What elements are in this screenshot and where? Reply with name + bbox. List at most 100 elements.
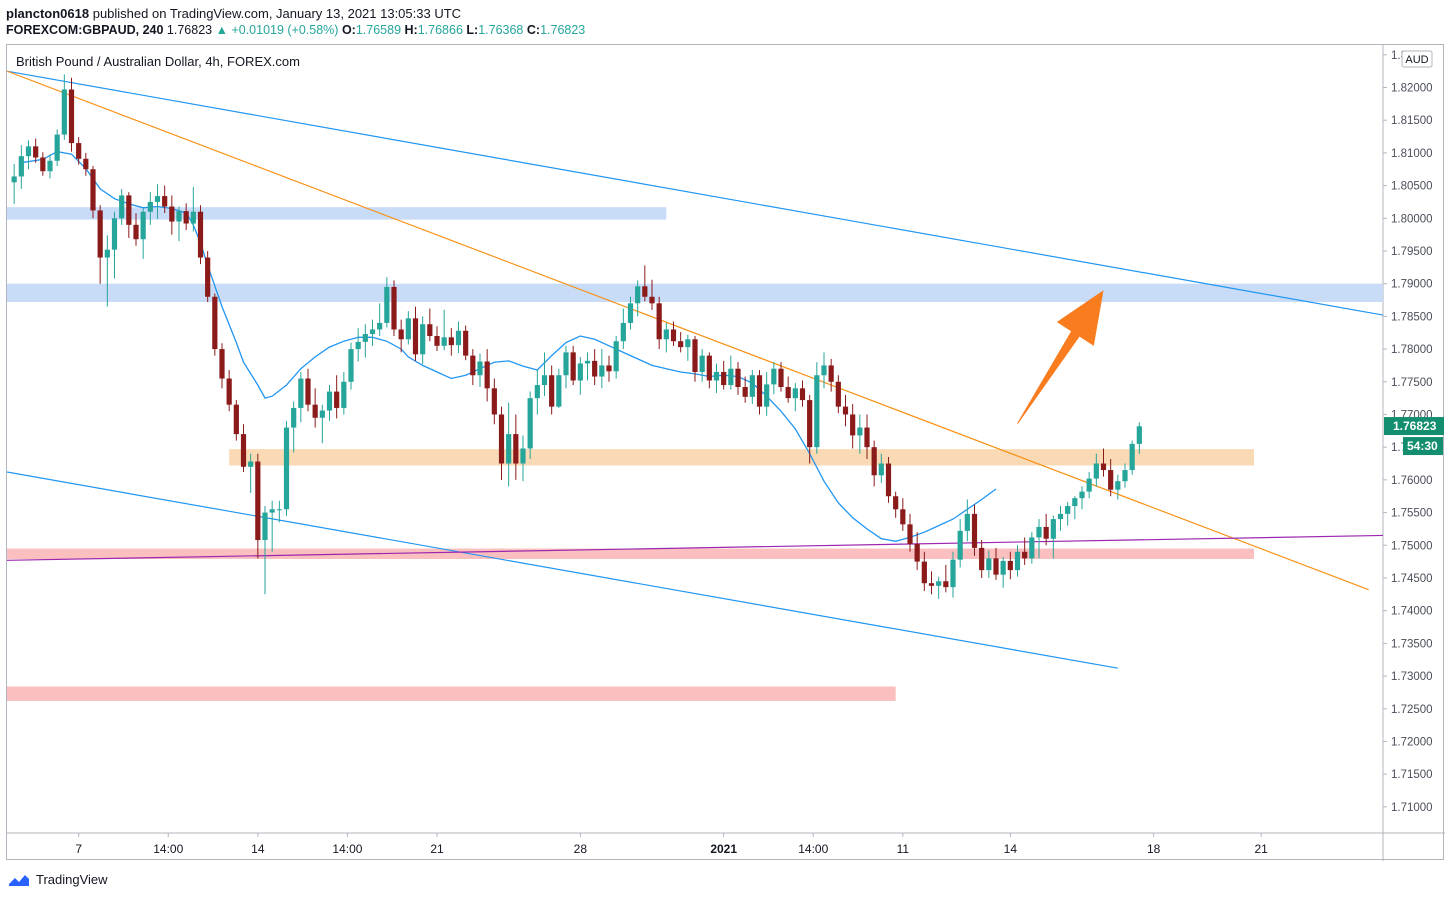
- candle-body: [527, 398, 533, 449]
- bear-candle: [226, 370, 232, 412]
- candle-body: [384, 286, 390, 323]
- candle-body: [298, 378, 304, 408]
- candle-body: [262, 512, 268, 541]
- bear-candle: [778, 362, 784, 392]
- high-value: 1.76866: [417, 23, 463, 37]
- bear-candle: [678, 332, 684, 353]
- candle-body: [25, 146, 32, 157]
- candle-body: [1079, 491, 1085, 499]
- bull-candle: [369, 319, 376, 346]
- bull-candle: [563, 345, 569, 389]
- bull-candle: [1115, 474, 1121, 500]
- candle-body: [1122, 470, 1128, 482]
- tradingview-footer[interactable]: TradingView: [8, 872, 108, 887]
- bullish-arrow: [1017, 290, 1104, 424]
- symbol-name[interactable]: FOREXCOM:GBPAUD, 240: [6, 23, 164, 37]
- candle-body: [599, 365, 605, 377]
- bull-candle: [455, 321, 462, 354]
- bull-candle: [1093, 453, 1099, 487]
- x-tick-label: 21: [1254, 842, 1268, 856]
- candle-body: [455, 330, 462, 346]
- candle-body: [1057, 513, 1064, 520]
- candle-body: [1007, 560, 1013, 571]
- candle-body: [470, 355, 476, 376]
- y-tick-label: 1.81000: [1391, 148, 1433, 160]
- bull-candle: [262, 506, 268, 595]
- bull-candle: [1065, 502, 1071, 526]
- bull-candle: [986, 550, 992, 578]
- candle-body: [76, 143, 82, 159]
- bear-candle: [1007, 551, 1013, 580]
- candle-body: [169, 206, 175, 222]
- price-chart[interactable]: 1.825001.820001.815001.810001.805001.800…: [7, 45, 1445, 861]
- bear-candle: [205, 250, 211, 302]
- candle-body: [119, 195, 125, 219]
- zone-blue-1: [7, 283, 1383, 302]
- candle-body: [850, 414, 856, 436]
- candle-body: [463, 330, 469, 356]
- bull-candle: [25, 140, 32, 170]
- candle-body: [1029, 537, 1035, 559]
- candle-body: [154, 196, 161, 202]
- candle-body: [900, 509, 906, 525]
- candle-body: [649, 296, 655, 304]
- bull-candle: [1072, 496, 1078, 520]
- y-tick-label: 1.81500: [1391, 115, 1433, 127]
- bear-candle: [1100, 448, 1107, 477]
- candle-body: [133, 224, 139, 240]
- candle-body: [212, 296, 218, 350]
- bull-candle: [950, 551, 956, 598]
- bull-candle: [1086, 472, 1092, 499]
- bear-candle: [979, 540, 985, 578]
- bear-candle: [742, 376, 748, 403]
- bear-candle: [864, 414, 870, 459]
- bull-candle: [713, 363, 720, 393]
- price-change: ▲ +0.01019 (+0.58%): [215, 23, 339, 37]
- bear-candle: [133, 213, 139, 246]
- y-tick-label: 1.76000: [1391, 475, 1433, 487]
- candle-body: [54, 134, 60, 161]
- bull-candle: [384, 277, 390, 328]
- current-price-label: 1.76823: [1393, 419, 1437, 433]
- bear-candle: [97, 205, 103, 284]
- currency-box[interactable]: [1401, 50, 1433, 68]
- candle-body: [986, 558, 992, 571]
- bear-candle: [921, 551, 927, 592]
- bear-candle: [334, 375, 340, 419]
- bear-candle: [162, 185, 168, 214]
- candle-body: [943, 581, 949, 588]
- candle-body: [506, 434, 512, 464]
- bull-candle: [620, 308, 626, 350]
- bear-candle: [126, 192, 132, 238]
- candle-body: [111, 218, 118, 250]
- bull-candle: [1079, 486, 1085, 510]
- countdown-badge: [1403, 437, 1443, 456]
- candle-body: [764, 384, 770, 407]
- bull-candle: [11, 164, 17, 204]
- bull-candle: [627, 296, 634, 330]
- publisher-username[interactable]: plancton0618: [6, 6, 90, 21]
- candle-body: [613, 341, 619, 372]
- candle-body: [1100, 463, 1107, 471]
- bull-candle: [685, 334, 691, 361]
- candle-body: [1136, 426, 1142, 444]
- candle-body: [513, 434, 519, 464]
- candle-body: [183, 211, 189, 224]
- bull-candle: [541, 352, 548, 397]
- candle-body: [162, 196, 168, 207]
- bear-candle: [1108, 458, 1114, 497]
- bull-candle: [506, 402, 512, 487]
- candle-body: [441, 337, 447, 346]
- bear-candle: [68, 77, 75, 152]
- bull-candle: [771, 362, 777, 395]
- bull-candle: [663, 322, 669, 353]
- bull-candle: [248, 453, 254, 493]
- chart-frame[interactable]: 1.825001.820001.815001.810001.805001.800…: [6, 44, 1445, 861]
- bull-candle: [964, 499, 970, 542]
- y-tick-label: 1.75000: [1391, 540, 1433, 552]
- candle-body: [18, 156, 24, 177]
- bull-candle: [728, 355, 734, 390]
- candle-body: [1129, 443, 1135, 471]
- candle-body: [592, 360, 598, 377]
- bull-candle: [326, 385, 333, 422]
